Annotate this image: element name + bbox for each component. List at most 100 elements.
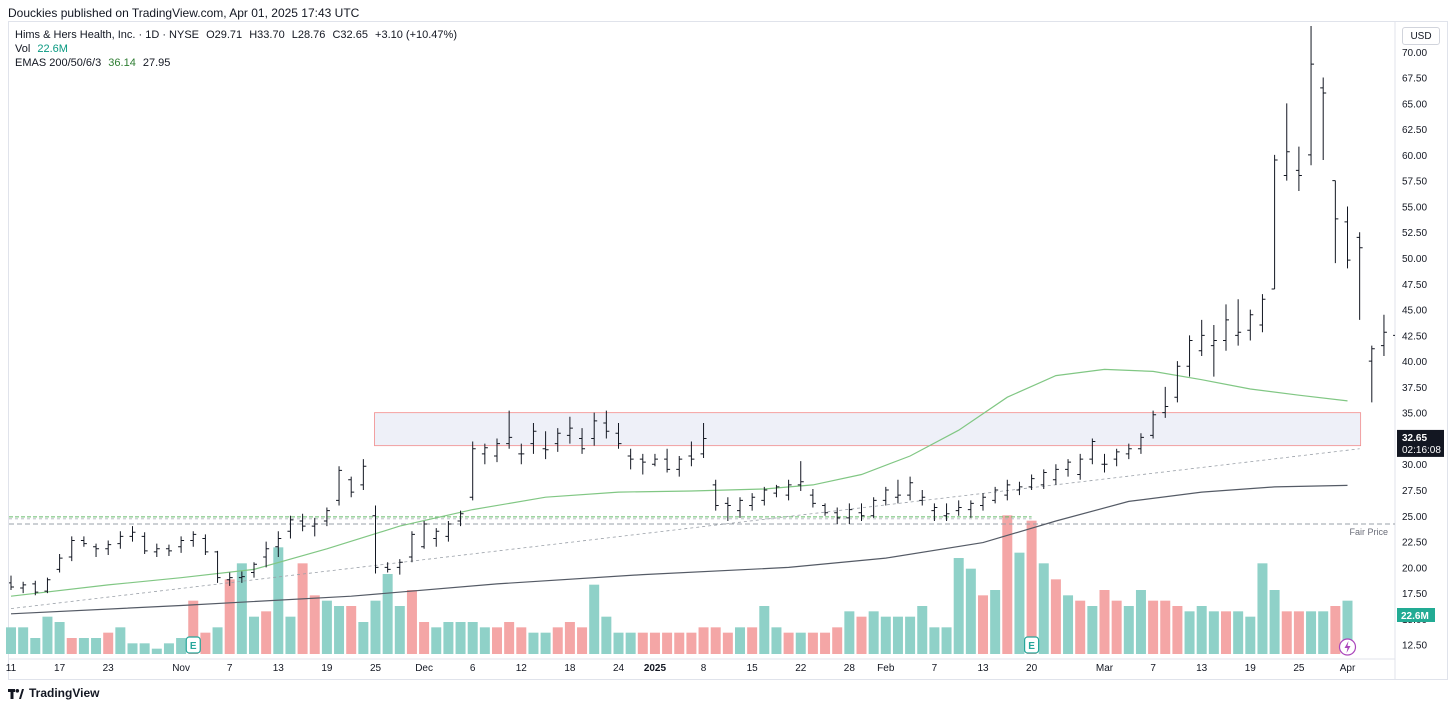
last-volume-value: 22.6M bbox=[1401, 611, 1429, 622]
ohlc-bar bbox=[202, 534, 209, 555]
volume-bar bbox=[309, 595, 320, 654]
volume-bar bbox=[868, 611, 879, 654]
volume-bar bbox=[662, 632, 673, 654]
y-tick-label: 50.00 bbox=[1402, 254, 1427, 265]
symbol-legend[interactable]: Hims & Hers Health, Inc. · 1D · NYSE O29… bbox=[15, 29, 461, 42]
ohlc-bar bbox=[542, 431, 549, 460]
ohlc-series bbox=[9, 26, 1395, 596]
ema50-value: 36.14 bbox=[108, 57, 136, 69]
volume-bar bbox=[1330, 606, 1341, 654]
ohlc-bar bbox=[56, 553, 63, 573]
footer-brand[interactable]: TradingView bbox=[8, 686, 99, 700]
ohlc-bar bbox=[1308, 26, 1315, 166]
volume-bar bbox=[42, 616, 53, 654]
ohlc-bar bbox=[141, 532, 148, 554]
x-tick-label: 6 bbox=[470, 663, 476, 674]
volume-bar bbox=[698, 627, 709, 654]
ohlc-bar bbox=[1174, 361, 1181, 403]
volume-bar bbox=[674, 632, 685, 654]
earnings-marker-icon bbox=[1023, 636, 1040, 654]
ohlc-bar bbox=[251, 562, 257, 578]
x-tick-label: 19 bbox=[1245, 663, 1257, 674]
x-tick-label: 25 bbox=[1293, 663, 1305, 674]
ohlc-bar bbox=[797, 461, 804, 492]
volume-bar bbox=[1002, 515, 1013, 654]
y-tick-label: 47.50 bbox=[1402, 280, 1427, 291]
volume-bar bbox=[1148, 600, 1159, 654]
ohlc-bar bbox=[311, 517, 318, 537]
ohlc-bar bbox=[1344, 206, 1351, 269]
volume-bar bbox=[419, 622, 430, 654]
volume-bar bbox=[795, 632, 806, 654]
volume-bar bbox=[127, 643, 138, 654]
volume-bar bbox=[1257, 563, 1268, 654]
volume-bar bbox=[1221, 611, 1231, 654]
volume-bar bbox=[224, 579, 235, 654]
volume-bar bbox=[91, 638, 102, 654]
volume-bar bbox=[151, 648, 162, 654]
ohlc-bar bbox=[457, 510, 464, 527]
ohlc-bar bbox=[955, 500, 962, 516]
ema-legend[interactable]: EMAS 200/50/6/3 36.14 27.95 bbox=[15, 57, 174, 70]
volume-bar bbox=[236, 563, 247, 654]
x-tick-label: 12 bbox=[516, 663, 528, 674]
x-tick-label: 11 bbox=[6, 663, 17, 674]
ohlc-low: L28.76 bbox=[291, 29, 326, 41]
volume-bar bbox=[139, 643, 150, 654]
volume-bar bbox=[212, 627, 223, 654]
ohlc-bar bbox=[603, 410, 610, 439]
ohlc-bar bbox=[530, 422, 537, 454]
x-tick-label: 8 bbox=[701, 663, 707, 674]
ohlc-bar bbox=[591, 412, 598, 446]
ohlc-bar bbox=[967, 500, 974, 518]
volume-bar bbox=[1075, 600, 1086, 654]
earnings-marker-icon bbox=[185, 636, 201, 654]
volume-bar bbox=[880, 616, 891, 654]
ohlc-bar bbox=[1113, 448, 1120, 467]
volume-bar bbox=[358, 622, 369, 654]
x-tick-label: 2025 bbox=[644, 663, 667, 674]
volume-bar bbox=[1306, 611, 1317, 654]
ohlc-bar bbox=[858, 503, 865, 521]
ohlc-bar bbox=[894, 479, 901, 504]
ohlc-bar bbox=[360, 459, 367, 491]
ohlc-bar bbox=[1356, 232, 1363, 320]
volume-bar bbox=[613, 632, 624, 654]
volume-bar bbox=[1026, 520, 1037, 654]
volume-bar bbox=[285, 616, 296, 654]
ohlc-bar bbox=[834, 507, 841, 525]
ohlc-bar bbox=[700, 422, 707, 459]
y-tick-label: 45.00 bbox=[1402, 306, 1427, 317]
chart-frame bbox=[8, 21, 1448, 680]
volume-bar bbox=[807, 632, 818, 654]
ohlc-bar bbox=[1332, 180, 1339, 264]
ema200-line bbox=[10, 484, 1348, 615]
resistance-zone bbox=[374, 412, 1362, 447]
ema-label: EMAS 200/50/6/3 bbox=[15, 57, 102, 69]
last-price-tag bbox=[1397, 429, 1444, 457]
ohlc-bar bbox=[919, 490, 926, 506]
ohlc-bar bbox=[68, 536, 75, 562]
volume-bar bbox=[492, 627, 502, 654]
volume-legend[interactable]: Vol 22.6M bbox=[15, 43, 72, 56]
ohlc-bar bbox=[263, 541, 270, 568]
x-tick-label: 7 bbox=[1150, 663, 1156, 674]
volume-bar bbox=[163, 643, 174, 654]
y-tick-label: 20.00 bbox=[1402, 563, 1427, 574]
volume-bar bbox=[1123, 606, 1134, 654]
ohlc-bar bbox=[445, 520, 452, 542]
volume-bar bbox=[1038, 563, 1049, 654]
volume-bar bbox=[334, 606, 345, 654]
ohlc-bar bbox=[348, 476, 355, 498]
ohlc-bar bbox=[1065, 459, 1072, 477]
ohlc-bar bbox=[749, 493, 756, 511]
x-tick-label: 28 bbox=[844, 663, 856, 674]
volume-bar bbox=[297, 563, 308, 654]
x-tick-label: Mar bbox=[1096, 663, 1114, 674]
y-tick-label: 22.50 bbox=[1402, 538, 1427, 549]
ohlc-bar bbox=[214, 550, 221, 583]
currency-button[interactable]: USD bbox=[1402, 27, 1440, 45]
ohlc-bar bbox=[809, 488, 816, 508]
volume-bar bbox=[953, 558, 964, 654]
